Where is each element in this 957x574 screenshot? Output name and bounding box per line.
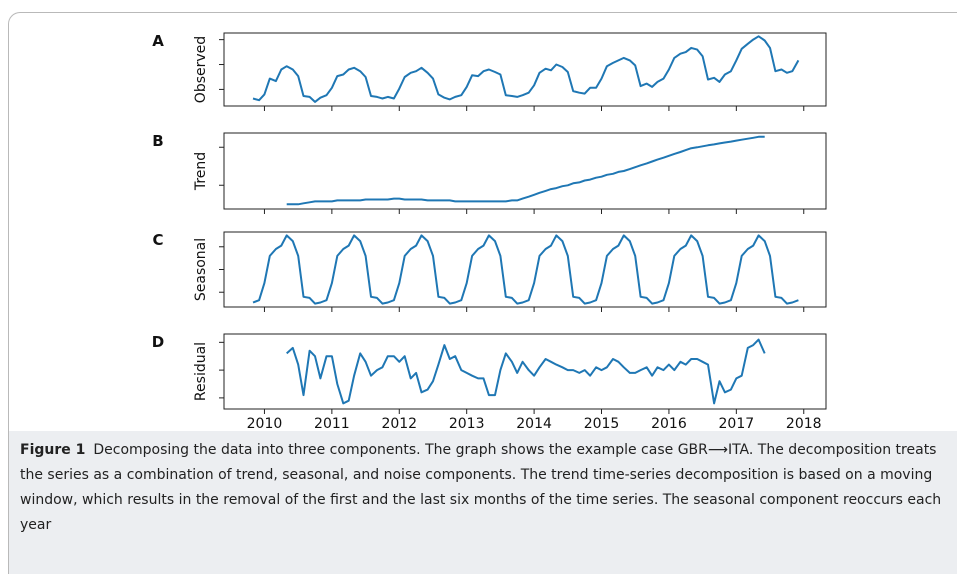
series-line bbox=[252, 35, 800, 103]
axes-frame bbox=[223, 32, 827, 107]
x-tick-label: 2013 bbox=[449, 416, 485, 430]
figure-border bbox=[8, 12, 957, 574]
series-line bbox=[286, 135, 765, 206]
caption: Figure 1 Decomposing the data into three … bbox=[20, 438, 945, 538]
panel-label: C bbox=[152, 231, 163, 249]
axes-frame bbox=[223, 132, 827, 210]
y-axis-label: Trend bbox=[193, 152, 209, 191]
x-tick-label: 2014 bbox=[516, 416, 552, 430]
x-tick-label: 2016 bbox=[651, 416, 687, 430]
panel-label: A bbox=[152, 32, 164, 50]
y-axis-label: Residual bbox=[193, 342, 209, 401]
x-tick-label: 2017 bbox=[719, 416, 755, 430]
x-tick-label: 2011 bbox=[314, 416, 350, 430]
series-line bbox=[252, 234, 799, 305]
x-tick-label: 2015 bbox=[584, 416, 620, 430]
series-line bbox=[286, 338, 766, 405]
caption-box bbox=[9, 431, 957, 574]
caption-label: Figure 1 bbox=[20, 442, 86, 458]
chart: A Observed B Trend C Seasonal 2010 2011 2012 2013… bbox=[152, 32, 827, 430]
panel-label: B bbox=[152, 132, 163, 150]
x-tick-label: 2010 bbox=[247, 416, 283, 430]
caption-text: Decomposing the data into three componen… bbox=[20, 442, 942, 533]
panel-label: D bbox=[152, 333, 164, 351]
axes-frame bbox=[223, 333, 827, 410]
y-axis-label: Observed bbox=[193, 36, 209, 103]
y-axis-label: Seasonal bbox=[193, 238, 209, 301]
axes-frame bbox=[223, 231, 827, 308]
x-tick-label: 2018 bbox=[786, 416, 822, 430]
x-tick-label: 2012 bbox=[381, 416, 417, 430]
